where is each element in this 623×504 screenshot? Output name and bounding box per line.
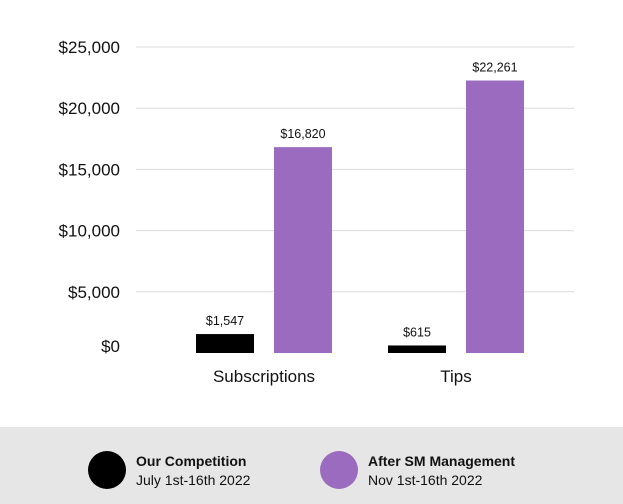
y-tick-label: $15,000 xyxy=(59,160,120,179)
legend-period-competition: July 1st-16th 2022 xyxy=(136,472,251,488)
bar-chart: $0 $5,000 $10,000 $15,000 $20,000 $25,000 $1,… xyxy=(59,38,574,386)
bars xyxy=(196,80,524,353)
category-label: Subscriptions xyxy=(213,367,315,386)
y-tick-label: $20,000 xyxy=(59,99,120,118)
bar xyxy=(466,80,524,353)
legend-swatch-competition xyxy=(88,451,126,489)
y-axis-ticks: $0 $5,000 $10,000 $15,000 $20,000 $25,000 xyxy=(59,38,120,356)
bar xyxy=(274,147,332,353)
legend-swatch-sm-management xyxy=(320,451,358,489)
data-label: $16,820 xyxy=(280,127,325,141)
bar xyxy=(388,345,446,353)
y-tick-label: $0 xyxy=(101,337,120,356)
data-label: $1,547 xyxy=(206,314,244,328)
category-label: Tips xyxy=(440,367,472,386)
legend-period-sm-management: Nov 1st-16th 2022 xyxy=(368,472,483,488)
data-labels: $1,547 $16,820 $615 $22,261 xyxy=(206,61,518,340)
category-labels: Subscriptions Tips xyxy=(213,367,472,386)
legend: Our Competition July 1st-16th 2022 After… xyxy=(0,427,623,504)
y-tick-label: $25,000 xyxy=(59,38,120,57)
data-label: $22,261 xyxy=(472,61,517,75)
data-label: $615 xyxy=(403,325,431,339)
bar xyxy=(196,334,254,353)
legend-title-sm-management: After SM Management xyxy=(368,453,516,469)
legend-title-competition: Our Competition xyxy=(136,453,247,469)
y-tick-label: $5,000 xyxy=(68,283,120,302)
y-tick-label: $10,000 xyxy=(59,222,120,241)
